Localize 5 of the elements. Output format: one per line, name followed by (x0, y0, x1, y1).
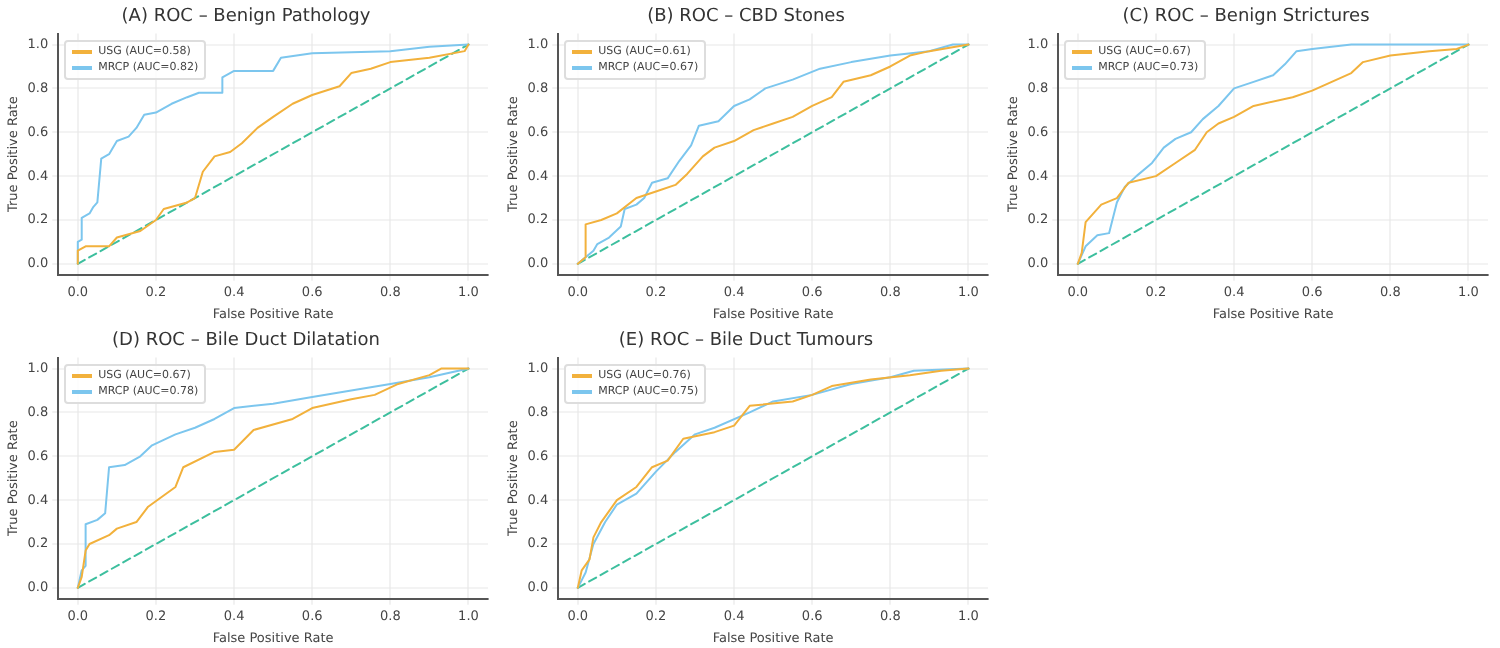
chart-title: (A) ROC – Benign Pathology (121, 7, 372, 28)
chart-title: (D) ROC – Bile Duct Dilatation (112, 331, 380, 352)
chart-title: (B) ROC – CBD Stones (647, 7, 846, 28)
chart-title: (E) ROC – Bile Duct Tumours (618, 331, 874, 352)
chart-title: (C) ROC – Benign Strictures (1122, 7, 1371, 28)
